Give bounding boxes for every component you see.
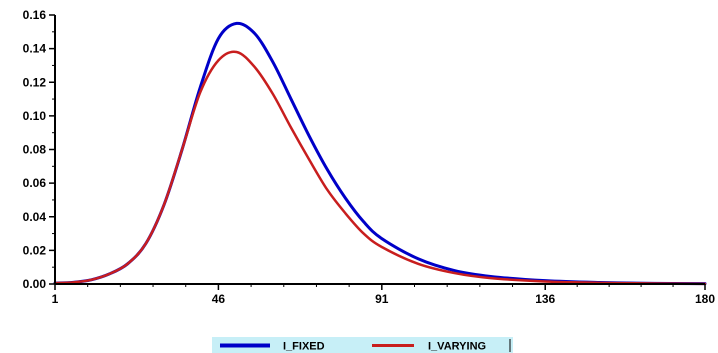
- series-layer: [53, 21, 707, 286]
- x-tick-label-46: 46: [212, 292, 226, 306]
- x-tick-label-1: 1: [52, 292, 59, 306]
- x-tick-label-180: 180: [695, 292, 715, 306]
- y-tick-label-0.06: 0.06: [23, 176, 47, 190]
- series-line-i-varying: [53, 50, 707, 286]
- y-tick-label-0.00: 0.00: [23, 277, 47, 291]
- y-tick-label-0.08: 0.08: [23, 143, 47, 157]
- y-tick-label-0.14: 0.14: [23, 42, 47, 56]
- y-tick-label-0.12: 0.12: [23, 75, 47, 89]
- legend: I_FIXED I_VARYING: [212, 337, 513, 353]
- legend-background: [212, 337, 513, 353]
- y-tick-label-0.16: 0.16: [23, 8, 47, 22]
- y-tick-label-0.04: 0.04: [23, 210, 47, 224]
- y-axis-ticks: 0.00 0.02 0.04 0.06 0.08 0.10 0.12 0.14 0.16: [23, 8, 55, 291]
- x-tick-label-136: 136: [535, 292, 555, 306]
- x-tick-label-91: 91: [375, 292, 389, 306]
- legend-label-i-varying: I_VARYING: [428, 341, 486, 353]
- legend-label-i-fixed: I_FIXED: [283, 341, 325, 353]
- y-tick-label-0.02: 0.02: [23, 243, 47, 257]
- y-tick-label-0.10: 0.10: [23, 109, 47, 123]
- x-axis-ticks: 1 46 91 136 180: [52, 284, 715, 306]
- axes-layer: [54, 15, 705, 285]
